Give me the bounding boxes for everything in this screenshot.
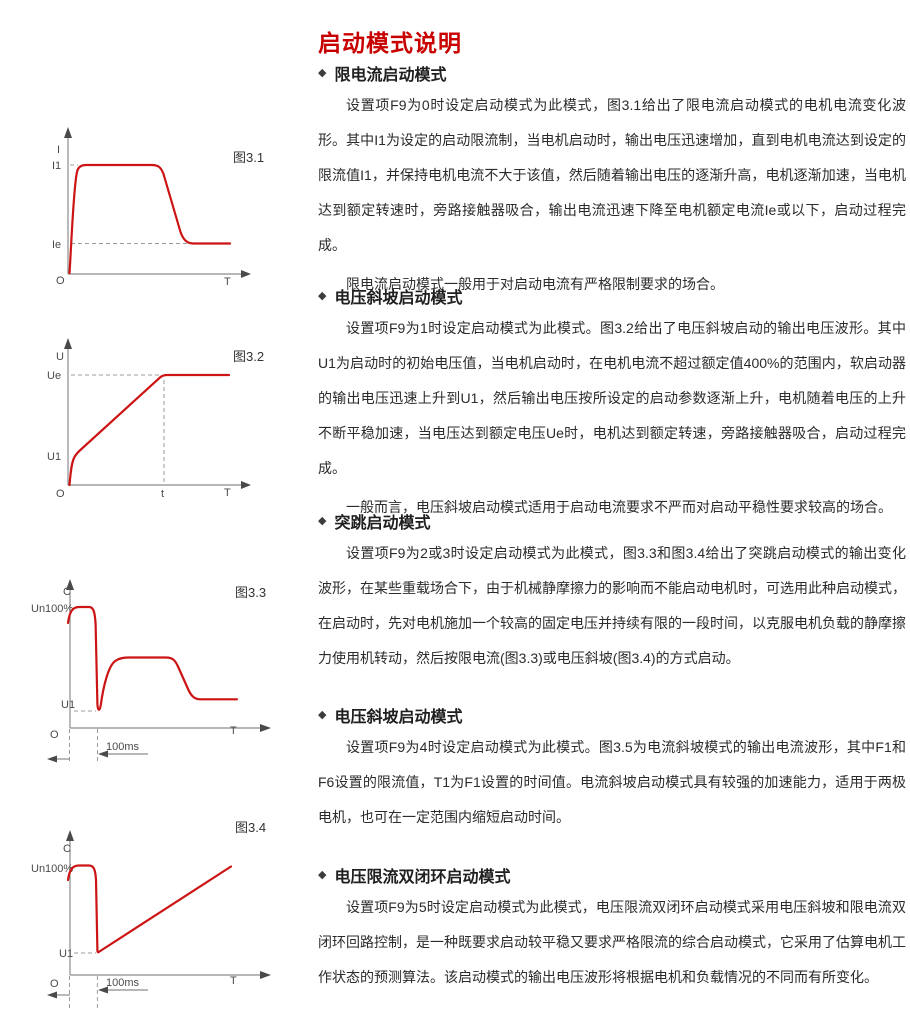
section-paragraph: 设置项F9为5时设定启动模式为此模式，电压限流双闭环启动模式采用电压斜坡和限电流…: [318, 899, 906, 985]
fig2-y-axis-arrow-icon: [64, 338, 72, 349]
fig4-duration-label: 100ms: [106, 977, 140, 989]
diamond-bullet-icon: ◆: [318, 289, 327, 302]
section-paragraph: 设置项F9为2或3时设定启动模式为此模式，图3.3和图3.4给出了突跳启动模式的…: [318, 545, 906, 666]
fig4-origin-label: O: [50, 978, 59, 990]
fig2-origin-label: O: [56, 488, 65, 500]
fig3-x-axis-label: T: [230, 725, 237, 737]
fig3-output-curve: [66, 605, 239, 711]
fig4-origin-arrow-icon: [47, 991, 57, 999]
fig1-y-axis-label: I: [57, 144, 60, 156]
section-heading-text: 电压斜坡启动模式: [334, 290, 463, 307]
diamond-bullet-icon: ◆: [318, 66, 327, 79]
fig1-lower-level-label: Ie: [52, 239, 61, 251]
fig1-x-axis-label: T: [224, 276, 231, 288]
fig2-lower-level-label: U1: [47, 451, 61, 463]
figure-3-1: 图3.1 I I1 Ie O T: [40, 125, 285, 300]
fig4-x-axis-arrow-icon: [260, 971, 271, 979]
fig3-origin-label: O: [50, 729, 59, 741]
fig4-output-curve: [66, 864, 233, 954]
fig3-origin-arrow-icon: [47, 755, 57, 763]
section-paragraph: 一般而言，电压斜坡启动模式适用于启动电流要求不严而对启动平稳性要求较高的场合。: [346, 499, 892, 515]
figure-3-3-caption: 图3.3: [235, 585, 266, 600]
section-paragraph: 设置项F9为0时设定启动模式为此模式，图3.1给出了限电流启动模式的电机电流变化…: [318, 97, 906, 253]
figure-3-1-caption: 图3.1: [233, 150, 264, 165]
fig3-y-axis-arrow-icon: [66, 579, 74, 590]
fig2-x-axis-arrow-icon: [241, 481, 251, 489]
diamond-bullet-icon: ◆: [318, 514, 327, 527]
section-paragraph: 限电流启动模式一般用于对启动电流有严格限制要求的场合。: [346, 276, 724, 292]
fig2-y-axis-label: U: [56, 351, 64, 363]
fig2-upper-level-label: Ue: [47, 370, 61, 382]
fig2-time-label: t: [161, 488, 164, 500]
fig2-x-axis-label: T: [224, 487, 231, 499]
diamond-bullet-icon: ◆: [318, 868, 327, 881]
fig3-y-axis-label: C: [63, 586, 71, 598]
section-heading-text: 电压斜坡启动模式: [334, 709, 463, 726]
fig4-y-axis-label: C: [63, 843, 71, 855]
fig1-current-curve: [68, 163, 232, 275]
section-heading: ◆ 电压斜坡启动模式: [318, 704, 906, 726]
section-paragraph: 设置项F9为1时设定启动模式为此模式。图3.2给出了电压斜坡启动的输出电压波形。…: [318, 320, 906, 476]
fig3-lower-level-label: U1: [61, 699, 75, 711]
fig4-x-axis-label: T: [230, 975, 237, 987]
section-jump-start-mode: ◆ 突跳启动模式 设置项F9为2或3时设定启动模式为此模式，图3.3和图3.4给…: [318, 510, 906, 676]
section-paragraph: 设置项F9为4时设定启动模式为此模式。图3.5为电流斜坡模式的输出电流波形，其中…: [318, 739, 906, 825]
page-title: 启动模式说明: [318, 30, 462, 56]
section-heading: ◆ 限电流启动模式: [318, 62, 906, 84]
fig1-y-axis-arrow-icon: [64, 127, 72, 138]
figure-3-4-caption: 图3.4: [235, 820, 266, 835]
fig3-x-axis-arrow-icon: [260, 724, 271, 732]
fig1-upper-level-label: I1: [52, 160, 61, 172]
figure-3-3: 图3.3 C Un100% U1 O T 100ms: [30, 575, 280, 770]
section-heading: ◆ 电压斜坡启动模式: [318, 285, 906, 307]
fig4-duration-arrow-icon: [98, 986, 108, 994]
section-heading-text: 限电流启动模式: [334, 67, 447, 84]
section-current-ramp-mode: ◆ 电压斜坡启动模式 设置项F9为4时设定启动模式为此模式。图3.5为电流斜坡模…: [318, 704, 906, 835]
section-dual-closed-loop-mode: ◆ 电压限流双闭环启动模式 设置项F9为5时设定启动模式为此模式，电压限流双闭环…: [318, 864, 906, 995]
section-heading-text: 突跳启动模式: [334, 515, 431, 532]
fig4-upper-level-label: Un100%: [31, 863, 73, 875]
fig3-duration-label: 100ms: [106, 741, 140, 753]
fig4-lower-level-label: U1: [59, 948, 73, 960]
fig3-duration-arrow-icon: [98, 750, 108, 758]
fig4-y-axis-arrow-icon: [66, 830, 74, 841]
section-current-limit-mode: ◆ 限电流启动模式 设置项F9为0时设定启动模式为此模式，图3.1给出了限电流启…: [318, 62, 906, 302]
section-heading-text: 电压限流双闭环启动模式: [334, 869, 511, 886]
fig1-origin-label: O: [56, 275, 65, 287]
section-heading: ◆ 电压限流双闭环启动模式: [318, 864, 906, 886]
fig2-voltage-curve: [68, 373, 231, 487]
diamond-bullet-icon: ◆: [318, 708, 327, 721]
fig1-x-axis-arrow-icon: [241, 270, 251, 278]
fig3-upper-level-label: Un100%: [31, 603, 73, 615]
figure-3-2-caption: 图3.2: [233, 349, 264, 364]
section-heading: ◆ 突跳启动模式: [318, 510, 906, 532]
figure-3-2: 图3.2 U Ue U1 O t T: [40, 335, 285, 510]
section-voltage-ramp-mode: ◆ 电压斜坡启动模式 设置项F9为1时设定启动模式为此模式。图3.2给出了电压斜…: [318, 285, 906, 525]
figure-3-4: 图3.4 C Un100% U1 O T 100ms: [30, 812, 280, 1017]
